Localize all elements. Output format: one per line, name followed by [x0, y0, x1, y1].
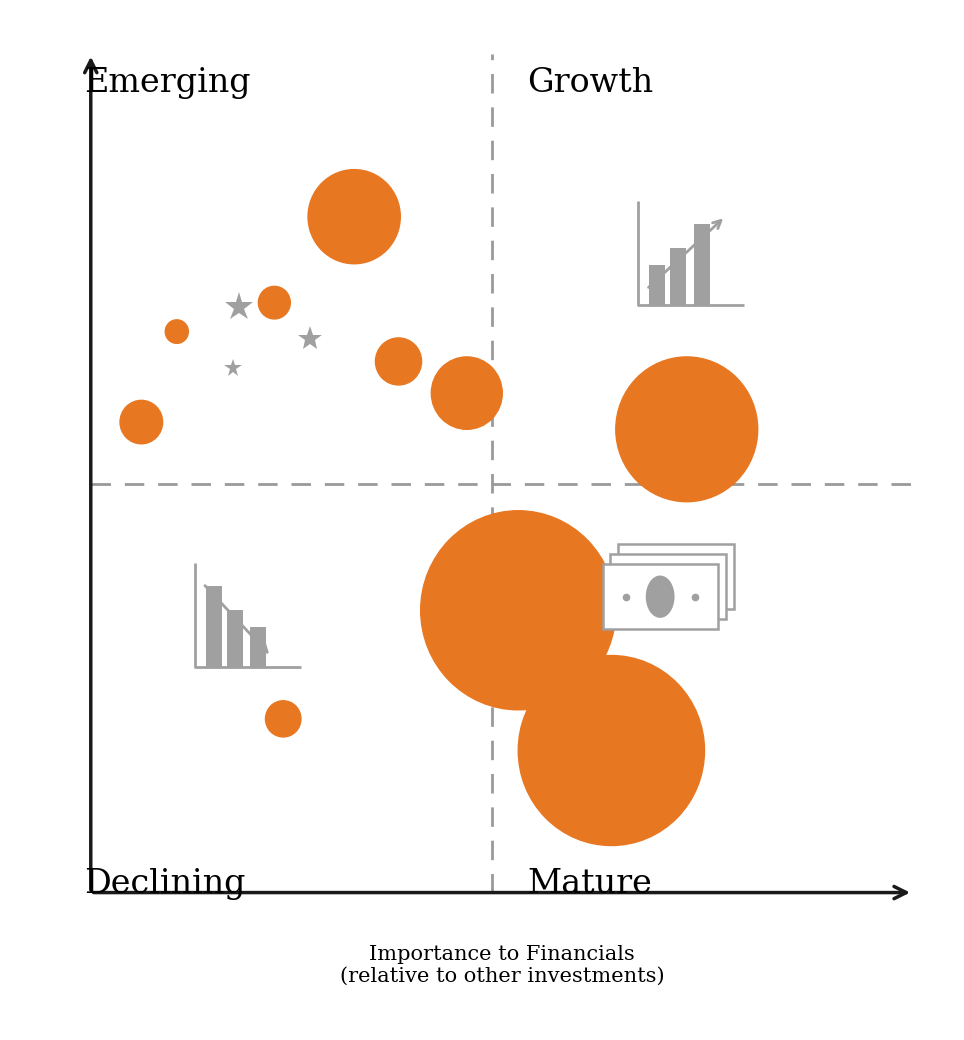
Bar [251, 627, 266, 667]
Circle shape [265, 701, 301, 737]
Ellipse shape [646, 575, 675, 618]
Text: Emerging: Emerging [84, 68, 251, 100]
FancyBboxPatch shape [610, 554, 726, 620]
Circle shape [165, 320, 188, 343]
Text: Growth: Growth [527, 68, 654, 100]
Text: Mature: Mature [527, 867, 652, 900]
FancyBboxPatch shape [619, 544, 734, 609]
Circle shape [420, 511, 616, 710]
Circle shape [120, 400, 163, 444]
FancyBboxPatch shape [602, 564, 718, 629]
Circle shape [375, 338, 421, 385]
Text: Importance to Financials
(relative to other investments): Importance to Financials (relative to ot… [340, 945, 664, 986]
Text: Declining: Declining [84, 867, 245, 900]
Bar [694, 224, 710, 305]
Circle shape [431, 357, 502, 430]
Bar [227, 609, 243, 667]
Circle shape [258, 286, 290, 319]
Bar [205, 586, 222, 667]
Circle shape [519, 655, 705, 846]
Bar [670, 248, 686, 305]
Circle shape [616, 357, 758, 501]
Circle shape [308, 170, 400, 264]
Bar [649, 265, 665, 305]
